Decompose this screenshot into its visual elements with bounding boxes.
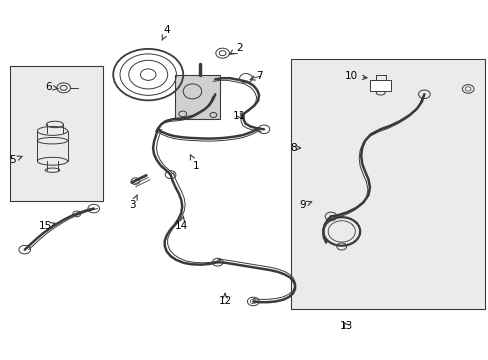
Text: 15: 15 bbox=[39, 221, 55, 231]
Text: 10: 10 bbox=[344, 71, 366, 81]
Text: 13: 13 bbox=[339, 321, 352, 332]
Text: 8: 8 bbox=[289, 143, 300, 153]
Bar bbox=[290, 59, 484, 309]
Text: 9: 9 bbox=[299, 200, 311, 210]
Text: 7: 7 bbox=[250, 71, 262, 81]
Text: 11: 11 bbox=[233, 111, 246, 121]
Text: 6: 6 bbox=[46, 82, 58, 92]
Text: 3: 3 bbox=[129, 195, 137, 210]
Text: 12: 12 bbox=[218, 293, 231, 306]
Text: 4: 4 bbox=[162, 25, 170, 40]
Bar bbox=[369, 80, 390, 91]
Bar bbox=[10, 66, 102, 202]
Text: 1: 1 bbox=[190, 155, 199, 171]
Bar bbox=[175, 75, 220, 119]
Text: 2: 2 bbox=[229, 43, 243, 54]
Text: 14: 14 bbox=[174, 216, 187, 231]
Text: 5: 5 bbox=[9, 156, 22, 165]
